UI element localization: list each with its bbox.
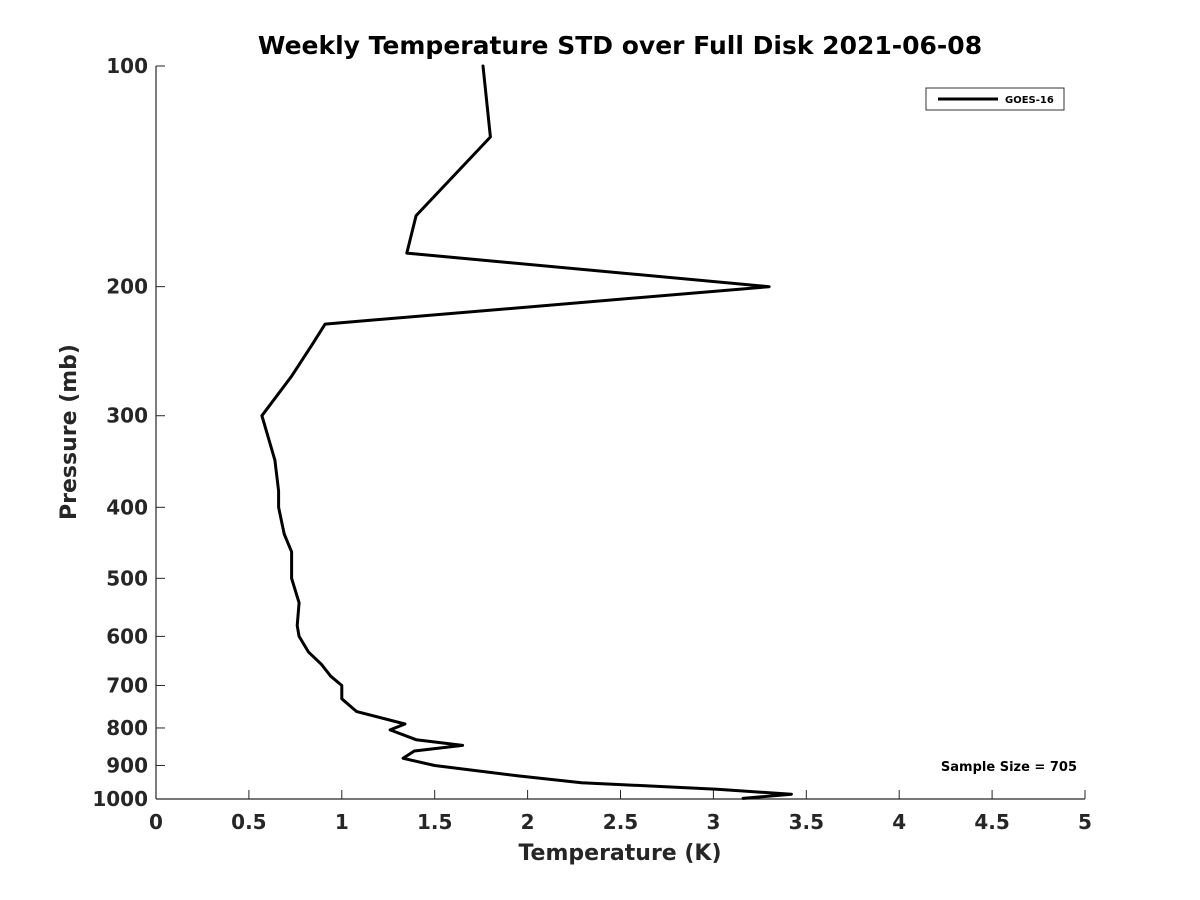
- series-line-goes-16: [260, 64, 793, 800]
- chart-title: Weekly Temperature STD over Full Disk 20…: [258, 31, 982, 60]
- y-tick-label: 600: [106, 624, 148, 648]
- x-axis-label: Temperature (K): [518, 841, 721, 866]
- legend: GOES-16: [925, 87, 1065, 111]
- x-tick-label: 1: [335, 810, 349, 834]
- y-tick-label: 300: [106, 404, 148, 428]
- legend-label: GOES-16: [1005, 95, 1054, 106]
- y-tick-label: 900: [106, 753, 148, 777]
- y-tick-label: 500: [106, 566, 148, 590]
- x-tick-label: 4: [892, 810, 906, 834]
- series-layer: [260, 64, 793, 800]
- sample-size-annotation: Sample Size = 705: [941, 760, 1077, 775]
- y-tick-label: 200: [106, 275, 148, 299]
- y-tick-label: 400: [106, 495, 148, 519]
- y-tick-label: 700: [106, 673, 148, 697]
- y-axis-label: Pressure (mb): [57, 344, 82, 520]
- x-tick-label: 0: [149, 810, 163, 834]
- x-tick-label: 3.5: [789, 810, 824, 834]
- y-tick-label: 800: [106, 716, 148, 740]
- x-tick-label: 1.5: [417, 810, 452, 834]
- x-tick-label: 2: [521, 810, 535, 834]
- y-tick-label: 1000: [92, 787, 148, 811]
- axis-ticks: 0 0.5 1 1.5 2 2.5 3 3.5 4 4.5 5 100 200 300 400 500 600 7…: [92, 54, 1092, 834]
- y-tick-label: 100: [106, 54, 148, 78]
- x-tick-label: 3: [706, 810, 720, 834]
- x-tick-label: 4.5: [974, 810, 1009, 834]
- x-tick-label: 5: [1078, 810, 1092, 834]
- x-tick-label: 2.5: [603, 810, 638, 834]
- x-tick-label: 0.5: [231, 810, 266, 834]
